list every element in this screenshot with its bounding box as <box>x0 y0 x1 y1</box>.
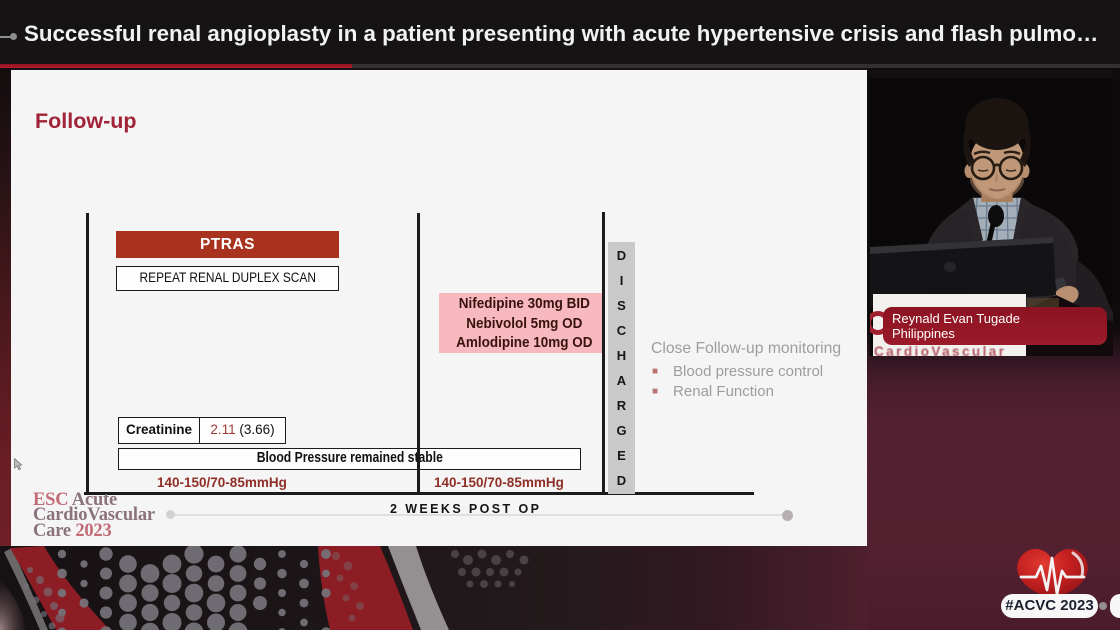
svg-text:CardioVascular: CardioVascular <box>874 344 1005 356</box>
